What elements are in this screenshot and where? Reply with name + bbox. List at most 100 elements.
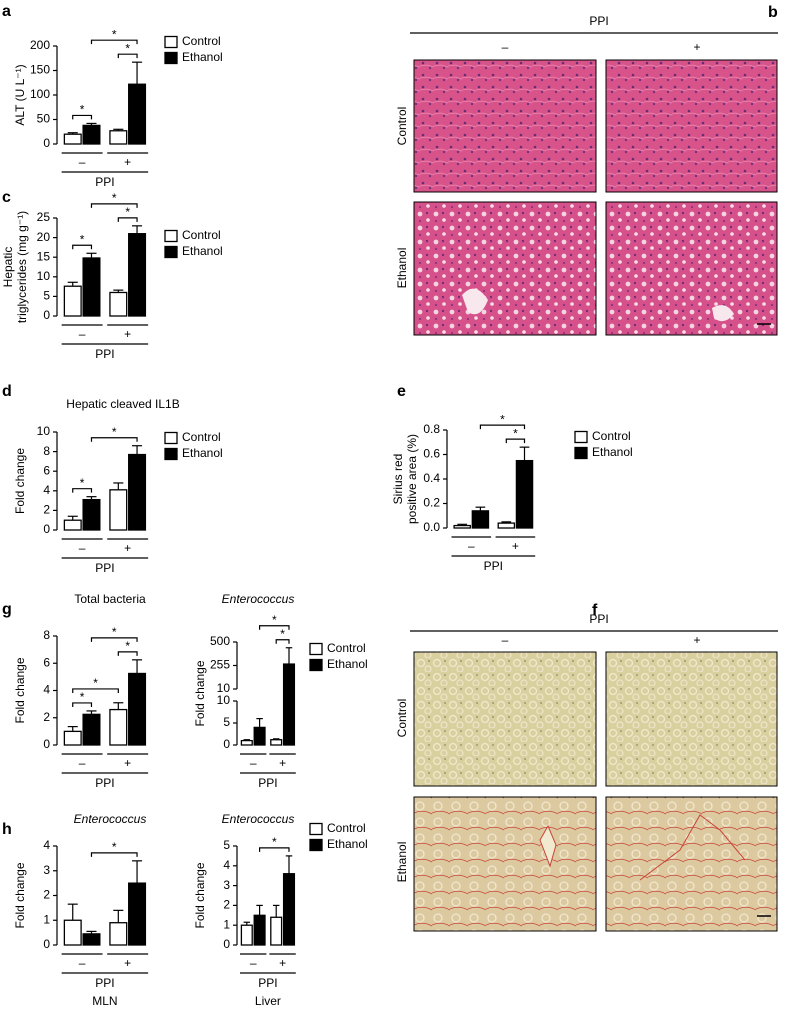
vessel: [462, 288, 488, 315]
legend-label: Ethanol: [182, 446, 223, 460]
vessel: [712, 305, 734, 322]
y-axis-label: Fold change: [13, 657, 27, 723]
y-tick-label: 5: [223, 838, 230, 852]
image-panel-b: b PPI – + Control Ethanol: [395, 4, 778, 336]
legend-label: Control: [182, 228, 221, 242]
bar: [82, 124, 101, 145]
y-tick-label: 100: [30, 87, 50, 101]
x-axis-label: PPI: [95, 976, 114, 990]
significance-bracket: [90, 203, 138, 208]
legend-swatch: [164, 431, 178, 445]
y-tick-label: 20: [37, 230, 51, 244]
y-tick-label: 10: [37, 424, 51, 438]
y-tick-label: 5: [223, 715, 230, 729]
x-axis-label: PPI: [484, 559, 503, 573]
y-tick-label: 50: [37, 112, 51, 126]
x-tick-label: +: [124, 541, 131, 555]
significance-bracket: [479, 424, 526, 430]
vessel: [539, 824, 557, 868]
bar: [497, 522, 516, 529]
x-tick-label: –: [468, 539, 475, 553]
y-tick-label: 2: [43, 710, 50, 724]
y-axis-label: positive area (%): [405, 434, 419, 524]
y-tick-label: 15: [37, 249, 51, 263]
significance-label: *: [112, 840, 117, 854]
bar: [128, 233, 147, 317]
x-tick-label: –: [250, 756, 257, 770]
x-tick-label: +: [124, 756, 131, 770]
legend-label: Control: [182, 430, 221, 444]
chart-title: Enterococcus: [222, 592, 295, 606]
panel-letter: f: [592, 602, 598, 619]
x-tick-label: +: [124, 155, 131, 169]
legend-swatch: [309, 658, 323, 672]
y-tick-label: 3: [43, 863, 50, 877]
y-tick-label: 25: [37, 210, 51, 224]
y-tick-label: 2: [43, 503, 50, 517]
bar: [109, 130, 128, 145]
legend-label: Ethanol: [327, 657, 368, 671]
bar: [453, 524, 471, 529]
significance-label: *: [80, 232, 85, 246]
legend-swatch: [164, 245, 178, 259]
fibrosis: [639, 814, 746, 881]
bar: [109, 708, 128, 746]
y-tick-label: 0.2: [423, 496, 440, 510]
legend-swatch: [164, 51, 178, 65]
significance-label: *: [112, 625, 117, 639]
bar: [82, 713, 101, 746]
bar: [282, 663, 296, 746]
significance-label: *: [80, 476, 85, 490]
y-tick-label: 0.0: [423, 520, 440, 534]
chart-title: Enterococcus: [74, 812, 147, 826]
significance-label: *: [80, 103, 85, 117]
significance-bracket: [90, 852, 138, 857]
significance-bracket: [72, 114, 93, 120]
y-tick-label: 0: [223, 737, 230, 751]
significance-bracket: [275, 639, 290, 644]
y-axis-label: Fold change: [193, 660, 207, 726]
significance-bracket: [505, 438, 526, 444]
y-tick-label: 2: [223, 898, 230, 912]
significance-bracket: [72, 688, 119, 693]
chart-title: Total bacteria: [74, 592, 146, 606]
significance-label: *: [125, 205, 130, 219]
significance-label: *: [272, 613, 277, 627]
significance-bracket: [117, 217, 138, 222]
micrograph: [413, 59, 597, 193]
legend-label: Ethanol: [592, 445, 633, 459]
bar: [128, 83, 147, 145]
significance-bracket: [72, 702, 93, 707]
y-tick-label: 10: [37, 269, 51, 283]
legend-label: Control: [327, 641, 366, 655]
x-axis-label: PPI: [258, 976, 277, 990]
legend-swatch: [164, 229, 178, 243]
factor-label: PPI: [589, 14, 608, 28]
x-tick-label: –: [250, 956, 257, 970]
y-axis-label: Fold change: [13, 448, 27, 514]
panel-letter: d: [2, 383, 12, 400]
micrograph: [605, 651, 778, 787]
significance-bracket: [72, 488, 93, 493]
significance-label: *: [500, 412, 505, 426]
micrograph: [413, 796, 597, 932]
x-axis-label: PPI: [95, 347, 114, 361]
y-tick-label: 500: [210, 634, 230, 648]
significance-bracket: [90, 637, 138, 642]
y-tick-label: 5: [43, 289, 50, 303]
significance-label: *: [112, 425, 117, 439]
panel-letter: b: [768, 4, 778, 21]
y-tick-label: 4: [223, 858, 230, 872]
y-tick-label: 4: [43, 483, 50, 497]
y-tick-label: 4: [43, 683, 50, 697]
y-tick-label: 6: [43, 655, 50, 669]
significance-label: *: [112, 191, 117, 205]
bar: [282, 873, 296, 946]
column-label: –: [502, 633, 509, 647]
x-tick-label: +: [512, 539, 519, 553]
x-tick-label: –: [79, 956, 86, 970]
y-tick-label: 0: [43, 522, 50, 536]
column-label: –: [502, 40, 509, 54]
row-label: Control: [395, 699, 409, 738]
y-tick-label: 6: [43, 463, 50, 477]
